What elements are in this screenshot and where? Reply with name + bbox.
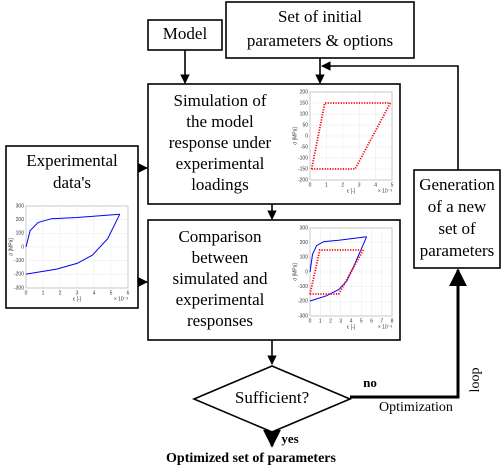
- plot-xtick: 5: [360, 318, 363, 324]
- plot-xtick: 2: [329, 318, 332, 324]
- plot-curve: [309, 236, 367, 273]
- plot-xtick: 3: [76, 290, 79, 296]
- plot-ytick: 150: [300, 100, 309, 106]
- plot-xtick: 8: [391, 318, 394, 324]
- plot-ytick: 100: [300, 255, 309, 261]
- node-label: parameters & options: [247, 31, 393, 50]
- node-label: responses: [187, 311, 253, 330]
- plot-xexp: × 10⁻³: [378, 324, 393, 330]
- plot-xtick: 1: [319, 318, 322, 324]
- node-label: experimental: [176, 290, 265, 309]
- output-label: Optimized set of parameters: [166, 451, 336, 466]
- node-label: simulated and: [173, 269, 268, 288]
- plot-curve: [309, 249, 364, 295]
- plot-xtick: 3: [339, 318, 342, 324]
- plot-xtick: 4: [350, 318, 353, 324]
- plot-xtick: 2: [341, 182, 344, 188]
- plot-xtick: 0: [309, 182, 312, 188]
- plot-ytick: 50: [302, 122, 308, 128]
- plot-xtick: 0: [25, 290, 28, 296]
- plot-xexp: × 10⁻³: [378, 188, 393, 194]
- plot-ytick: 200: [300, 240, 309, 246]
- plot-ytick: -50: [301, 144, 308, 150]
- plot-ytick: -100: [14, 258, 24, 264]
- plot-ytick: -100: [298, 284, 308, 290]
- decision-diamond: [191, 365, 353, 433]
- plot-xtick: 5: [110, 290, 113, 296]
- plot-ytick: -200: [298, 299, 308, 305]
- plot-curve: [309, 236, 368, 302]
- plot-xlabel: ε [-]: [347, 188, 356, 194]
- node-label: Generation: [419, 175, 495, 194]
- no-label: no: [363, 375, 377, 390]
- plot-xtick: 6: [370, 318, 373, 324]
- plot-curve: [25, 213, 121, 275]
- model-box: [147, 19, 223, 51]
- plot-xlabel: ε [-]: [347, 324, 356, 330]
- plot-xtick: 4: [93, 290, 96, 296]
- node-label: between: [192, 248, 249, 267]
- plot-ytick: 200: [300, 89, 309, 95]
- plot-ytick: 0: [21, 244, 24, 250]
- plot-ytick: -150: [298, 166, 308, 172]
- plot-ylabel: σ [MPa]: [8, 238, 14, 256]
- node-label: data's: [53, 173, 91, 192]
- plot-ytick: -300: [14, 285, 24, 291]
- plot-curve: [310, 249, 365, 295]
- plot-xtick: 4: [374, 182, 377, 188]
- node-label: Model: [163, 24, 208, 43]
- node-label: parameters: [420, 241, 495, 260]
- loop-label: loop: [468, 368, 483, 393]
- plot-ytick: -300: [298, 313, 308, 319]
- node-label: set of: [438, 219, 476, 238]
- initial-box: [225, 1, 415, 59]
- node-label: Experimental: [26, 151, 118, 170]
- node-label: Set of initial: [278, 7, 362, 26]
- generation-box: [413, 169, 501, 269]
- node-label: Comparison: [178, 227, 262, 246]
- yes-label: yes: [281, 431, 298, 446]
- plot-xtick: 0: [309, 318, 312, 324]
- plot-ytick: 100: [16, 231, 25, 237]
- connectors: [138, 50, 467, 448]
- plot-xtick: 1: [42, 290, 45, 296]
- plot-ytick: 200: [16, 217, 25, 223]
- optimization-label: Optimization: [379, 400, 453, 415]
- plot-xtick: 5: [391, 182, 394, 188]
- plot-ytick: -200: [298, 177, 308, 183]
- plot-xtick: 6: [127, 290, 130, 296]
- plot-ytick: 300: [300, 225, 309, 231]
- plot-ytick: 300: [16, 203, 25, 209]
- plot-xexp: × 10⁻³: [114, 296, 129, 302]
- plot-xtick: 1: [325, 182, 328, 188]
- node-label: experimental: [176, 154, 265, 173]
- node-label: Sufficient?: [235, 388, 309, 407]
- plot-xtick: 7: [380, 318, 383, 324]
- plot-xtick: 2: [59, 290, 62, 296]
- node-label: loadings: [191, 175, 249, 194]
- node-label: response under: [169, 133, 272, 152]
- node-label: Simulation of: [173, 91, 266, 110]
- plot-ytick: 100: [300, 111, 309, 117]
- plot-ytick: -100: [298, 155, 308, 161]
- plot-curve: [25, 213, 120, 248]
- plot-ylabel: σ [MPa]: [292, 263, 298, 281]
- plot-ytick: 0: [305, 269, 308, 275]
- plot-ytick: 0: [305, 133, 308, 139]
- plot-ytick: -200: [14, 272, 24, 278]
- plot-xlabel: ε [-]: [73, 296, 82, 302]
- plot-xtick: 3: [358, 182, 361, 188]
- node-label: of a new: [428, 197, 487, 216]
- plot-ylabel: σ [MPa]: [292, 127, 298, 145]
- node-label: the model: [186, 112, 254, 131]
